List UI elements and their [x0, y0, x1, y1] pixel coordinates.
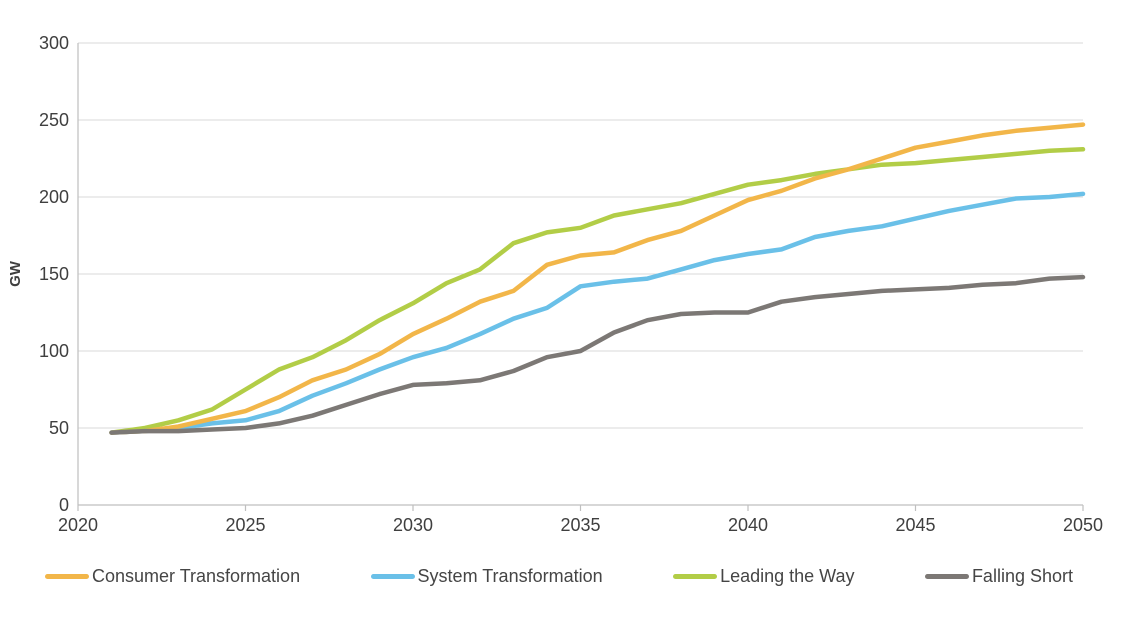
legend-item-system-transformation: System Transformation	[370, 566, 603, 587]
x-tick-label: 2025	[225, 515, 265, 535]
series-line-system-transformation	[109, 191, 1086, 435]
y-tick-label: 250	[39, 110, 69, 130]
legend-label-leading-the-way: Leading the Way	[720, 566, 855, 586]
x-tick-label: 2035	[560, 515, 600, 535]
x-tick-label: 2050	[1063, 515, 1103, 535]
legend-swatch-consumer-transformation	[45, 574, 89, 579]
line-chart-svg: 0 50 100 150 200 250 300 2020 2025 2030 2035 2040 20…	[7, 33, 1103, 535]
x-tick-label: 2030	[393, 515, 433, 535]
y-tick-label: 50	[49, 418, 69, 438]
y-tick-label: 300	[39, 33, 69, 53]
y-tick-label: 100	[39, 341, 69, 361]
legend-item-falling-short: Falling Short	[924, 566, 1073, 587]
legend-swatch-system-transformation	[370, 574, 415, 579]
y-tick-label: 200	[39, 187, 69, 207]
legend-item-consumer-transformation: Consumer Transformation	[45, 566, 300, 587]
legend-swatch-falling-short	[924, 574, 969, 579]
x-tick-label: 2020	[58, 515, 98, 535]
chart-legend: Consumer Transformation System Transforma…	[45, 566, 1073, 587]
series-line-consumer-transformation	[109, 122, 1086, 435]
x-tick-label: 2040	[728, 515, 768, 535]
legend-label-consumer-transformation: Consumer Transformation	[92, 566, 301, 586]
series-line-falling-short	[109, 274, 1086, 435]
legend-label-system-transformation: System Transformation	[417, 566, 603, 586]
legend-swatch-leading-the-way	[673, 574, 718, 579]
y-tick-label: 150	[39, 264, 69, 284]
legend-label-falling-short: Falling Short	[971, 566, 1073, 586]
y-tick-label: 0	[59, 495, 69, 515]
series-line-leading-the-way	[109, 147, 1086, 435]
legend-item-leading-the-way: Leading the Way	[673, 566, 854, 587]
x-tick-label: 2045	[895, 515, 935, 535]
y-axis-label: GW	[7, 260, 24, 287]
